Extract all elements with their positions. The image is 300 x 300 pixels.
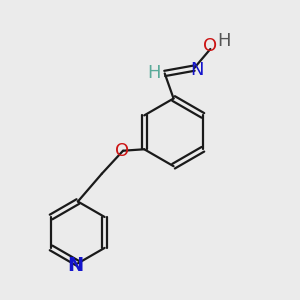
- Text: H: H: [148, 64, 161, 82]
- Text: O: O: [115, 142, 129, 160]
- Text: N: N: [68, 256, 84, 275]
- Text: O: O: [203, 37, 218, 55]
- Text: H: H: [217, 32, 230, 50]
- Text: N: N: [190, 61, 203, 79]
